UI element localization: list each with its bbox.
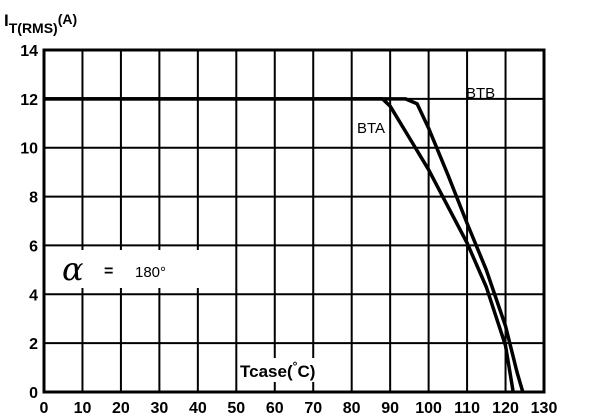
y-tick-label: 0 (29, 385, 38, 402)
x-tick-label: 20 (112, 400, 130, 417)
y-tick-label: 14 (20, 43, 38, 60)
x-label-background (238, 358, 332, 382)
x-tick-label: 110 (454, 400, 480, 417)
annotation-value: 180° (135, 264, 166, 281)
y-axis-label-unit: (A) (58, 11, 77, 27)
x-axis-label: Tcase(°C) (240, 359, 315, 381)
y-tick-label: 2 (29, 336, 38, 353)
x-tick-label: 90 (381, 400, 399, 417)
series-line-bta (44, 97, 515, 393)
x-axis-label-degree: ° (293, 359, 298, 373)
y-tick-label: 6 (29, 238, 38, 255)
y-tick-label: 12 (20, 92, 38, 109)
x-tick-label: 60 (266, 400, 284, 417)
y-tick-labels: 0 2 4 6 8 10 12 14 (20, 43, 38, 402)
plot-frame (42, 48, 546, 394)
series-lines (44, 97, 525, 393)
series-line-btb (44, 97, 525, 393)
x-tick-labels: 0 10 20 30 40 50 60 70 80 90 100 110 120 130 (40, 400, 558, 417)
x-axis-label-prefix: Tcase (240, 362, 287, 381)
x-tick-label: 0 (40, 400, 49, 417)
x-tick-label: 70 (304, 400, 322, 417)
x-tick-label: 120 (492, 400, 519, 417)
annotation-equals: = (104, 263, 113, 280)
x-axis-label-open: ( (287, 362, 293, 381)
y-tick-label: 10 (20, 141, 38, 158)
series-label-btb: BTB (466, 85, 495, 102)
y-tick-label: 8 (29, 190, 38, 207)
y-axis-label-sub: T(RMS) (9, 20, 58, 36)
x-tick-label: 100 (415, 400, 442, 417)
x-tick-label: 80 (343, 400, 361, 417)
y-tick-label: 4 (29, 287, 38, 304)
x-tick-label: 40 (189, 400, 207, 417)
annotation-background (59, 250, 209, 288)
x-axis-label-unit: C) (297, 362, 315, 381)
x-tick-label: 130 (531, 400, 558, 417)
y-axis-label-main: I (4, 11, 9, 30)
x-tick-label: 30 (150, 400, 168, 417)
x-tick-label: 50 (227, 400, 245, 417)
series-label-bta: BTA (357, 120, 385, 137)
x-tick-label: 10 (74, 400, 92, 417)
y-axis-label: IT(RMS)(A) (4, 11, 77, 36)
alpha-symbol: α (62, 250, 84, 288)
